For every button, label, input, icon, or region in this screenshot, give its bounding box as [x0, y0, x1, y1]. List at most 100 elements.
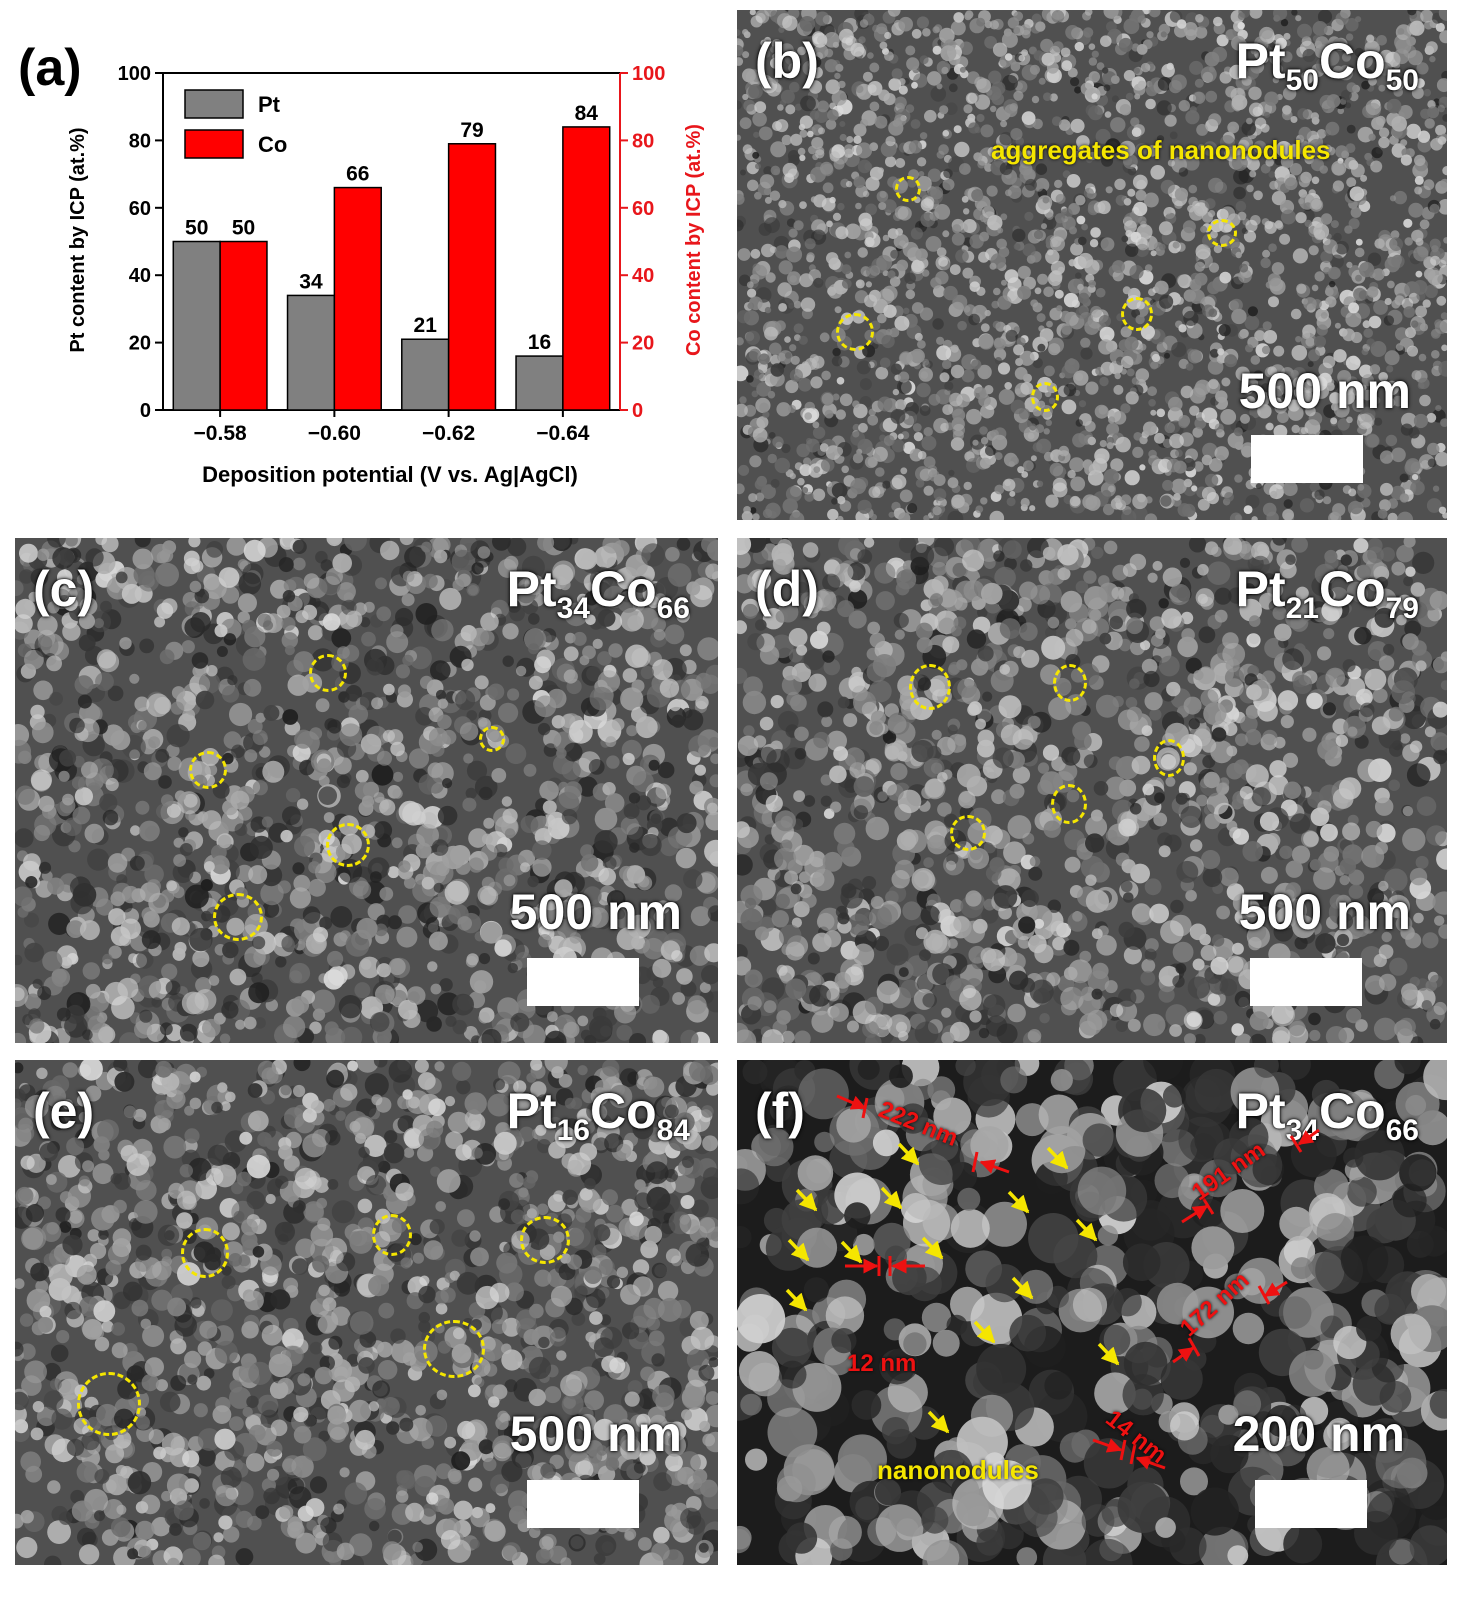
aggregate-circle: [479, 726, 505, 752]
bar-co: [447, 143, 497, 411]
bar-pt: [286, 294, 336, 411]
aggregate-circle: [1051, 784, 1087, 824]
measure-arrow: [1172, 1346, 1195, 1364]
nanonodule-arrow: [785, 1288, 808, 1312]
nanonodule-arrow: [795, 1188, 818, 1212]
x-tick-label: −0.60: [308, 422, 361, 445]
measure-tick: [861, 1097, 869, 1119]
panel-label-b: (b): [755, 33, 819, 89]
measure-tick: [971, 1151, 979, 1173]
y-tick-label-right: 100: [632, 63, 665, 85]
scale-bar-b: [1251, 435, 1363, 483]
measure-tick: [1201, 1197, 1215, 1215]
x-tick-label: −0.64: [536, 422, 589, 445]
panel-label-e: (e): [33, 1083, 95, 1139]
bar-pt: [515, 355, 564, 411]
aggregate-circle: [372, 1214, 412, 1256]
sem-texture: [737, 1060, 1447, 1565]
bar-pt: [401, 338, 450, 411]
aggregate-circle: [77, 1372, 141, 1436]
sem-image-d: (d) Pt21Co79 500 nm: [737, 538, 1447, 1043]
y-tick-label-left: 40: [129, 265, 151, 287]
legend-label-co: Co: [258, 132, 287, 157]
aggregate-circle: [189, 751, 227, 789]
panel-label-a: (a): [18, 39, 82, 97]
y-tick-label-right: 60: [632, 198, 654, 220]
sem-texture: [737, 538, 1447, 1043]
y-tick-label-left: 20: [129, 333, 151, 355]
aggregate-circle: [326, 823, 370, 867]
sem-texture: [737, 10, 1447, 520]
y-tick-label-right: 80: [632, 130, 654, 152]
nanonodule-arrow: [840, 1240, 863, 1264]
data-label-pt: 21: [414, 314, 438, 337]
panel-label-d: (d): [755, 561, 819, 617]
aggregate-circle: [1121, 297, 1153, 331]
bar-chart-a: (a) 0 0 20 20 40 40 60 60 80 80 100 100 50 50 −0.58 34 6…: [18, 39, 705, 487]
y-tick-label-left: 0: [140, 400, 151, 422]
data-label-co: 79: [460, 119, 483, 142]
scale-bar-label-c: 500 nm: [509, 884, 682, 940]
bar-co: [333, 186, 382, 411]
scale-bar-label-b: 500 nm: [1238, 363, 1411, 419]
x-axis-label: Deposition potential (V vs. Ag|AgCl): [202, 462, 578, 487]
data-label-pt: 34: [299, 270, 323, 293]
measure-arrow: [836, 1094, 867, 1110]
measure-tick: [1119, 1439, 1127, 1461]
aggregate-circle: [950, 815, 986, 851]
nanonodule-arrow: [1097, 1342, 1120, 1366]
measure-arrow: [1135, 1455, 1166, 1470]
scale-bar-c: [527, 958, 639, 1006]
measure-tick: [1289, 1135, 1303, 1153]
composition-label-b: Pt50Co50: [1235, 33, 1419, 97]
composition-label-c: Pt34Co66: [506, 561, 690, 625]
nanonodule-arrow: [880, 1186, 903, 1210]
data-label-co: 84: [575, 102, 599, 125]
nanonodule-arrow: [921, 1236, 944, 1260]
sem-image-c: (c) Pt34Co66 500 nm: [15, 538, 718, 1043]
aggregate-circle: [423, 1320, 485, 1378]
nanonodule-arrow: [1007, 1190, 1030, 1214]
measurement-label: 12 nm: [847, 1350, 917, 1377]
aggregate-circle: [1031, 382, 1059, 412]
x-tick-label: −0.62: [422, 422, 475, 445]
aggregate-circle: [181, 1228, 229, 1278]
panel-label-f: (f): [755, 1083, 805, 1139]
aggregate-circle: [1053, 664, 1087, 702]
scale-bar-f: [1255, 1480, 1367, 1528]
nanonodule-arrow: [1075, 1218, 1098, 1242]
data-label-co: 66: [346, 163, 369, 186]
measure-tick: [1129, 1443, 1137, 1465]
nanonodule-arrow: [1046, 1146, 1069, 1170]
aggregate-circle: [909, 664, 951, 710]
bar-co: [219, 240, 268, 411]
nanonodule-arrow: [973, 1320, 996, 1344]
legend-label-pt: Pt: [258, 92, 281, 117]
data-label-pt: 16: [528, 331, 551, 354]
nanonodule-arrow: [927, 1410, 950, 1434]
data-label-co: 50: [232, 217, 255, 240]
measure-arrow: [1297, 1128, 1320, 1146]
aggregate-circle: [309, 654, 347, 692]
aggregate-circle: [836, 313, 874, 351]
scale-bar-e: [527, 1480, 639, 1528]
bar-co: [562, 126, 611, 411]
sem-texture: [15, 1060, 718, 1565]
scale-bar-label-d: 500 nm: [1238, 884, 1411, 940]
nanonodule-arrow: [787, 1238, 810, 1262]
aggregate-circle: [213, 893, 263, 941]
y-axis-right-label: Co content by ICP (at.%): [683, 124, 705, 356]
aggregate-circle: [520, 1216, 570, 1264]
aggregate-circle: [895, 176, 921, 202]
sem-image-e: (e) Pt16Co84 500 nm: [15, 1060, 718, 1565]
measure-arrow: [1092, 1438, 1123, 1453]
measure-tick: [1187, 1337, 1201, 1357]
sem-image-b: (b) Pt50Co50 aggregates of nanonodules 5…: [737, 10, 1447, 520]
composition-label-d: Pt21Co79: [1235, 561, 1419, 625]
y-tick-label-right: 40: [632, 265, 654, 287]
scale-bar-label-f: 200 nm: [1232, 1406, 1405, 1462]
legend-swatch-co: [184, 129, 244, 159]
scale-bar-label-e: 500 nm: [509, 1406, 682, 1462]
measure-arrow: [1181, 1204, 1209, 1224]
aggregates-annotation: aggregates of nanonodules: [991, 135, 1331, 165]
